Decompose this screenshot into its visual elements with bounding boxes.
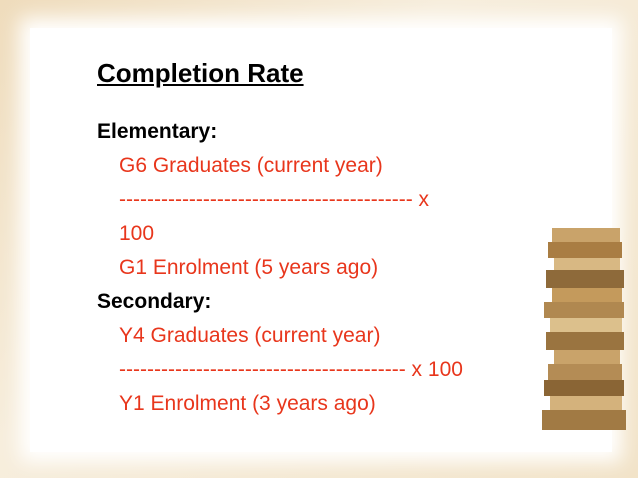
formula-line: ----------------------------------------… <box>119 358 463 381</box>
formula-line: G1 Enrolment (5 years ago) <box>119 256 379 279</box>
formula-line: G6 Graduates (current year) <box>119 154 383 177</box>
formula-line: ----------------------------------------… <box>119 188 430 211</box>
slide-body: Elementary: G6 Graduates (current year) --… <box>97 115 557 421</box>
section-label: Secondary: <box>97 290 212 313</box>
formula-line: 100 <box>119 222 155 245</box>
section-label: Elementary: <box>97 120 218 143</box>
books-illustration <box>542 228 626 430</box>
formula-line: Y1 Enrolment (3 years ago) <box>119 392 376 415</box>
formula-line: Y4 Graduates (current year) <box>119 324 381 347</box>
slide-title: Completion Rate <box>97 58 304 88</box>
slide-panel <box>30 28 612 452</box>
